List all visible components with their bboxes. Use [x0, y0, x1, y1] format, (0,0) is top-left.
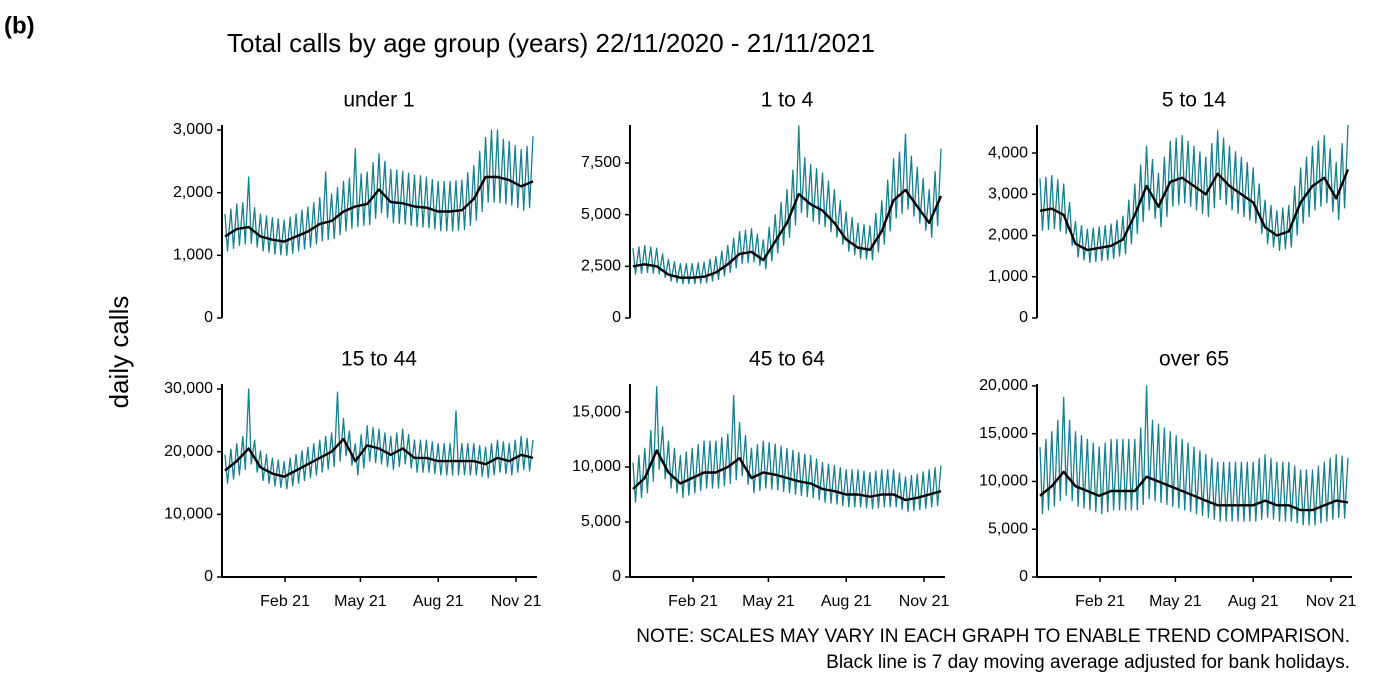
daily-line	[224, 129, 534, 256]
panel-title: 5 to 14	[1162, 89, 1227, 112]
y-tick-label: 0	[204, 309, 213, 326]
y-tick-label: 30,000	[164, 380, 213, 397]
panel-title: 15 to 44	[341, 348, 417, 371]
x-tick-label: May 21	[334, 593, 387, 610]
chart-title: Total calls by age group (years) 22/11/2…	[227, 28, 875, 58]
panel-title: over 65	[1159, 348, 1229, 371]
y-tick-label: 10,000	[572, 458, 621, 475]
x-tick-label: Aug 21	[413, 593, 464, 610]
y-tick-label: 10,000	[164, 506, 213, 523]
daily-line	[632, 386, 942, 513]
y-tick-label: 0	[1019, 568, 1028, 585]
y-tick-label: 20,000	[979, 377, 1028, 394]
y-tick-label: 4,000	[988, 144, 1028, 161]
y-tick-label: 3,000	[173, 121, 213, 138]
y-tick-label: 1,000	[173, 247, 213, 264]
note: Black line is 7 day moving average adjus…	[826, 652, 1350, 673]
y-tick-label: 0	[612, 309, 621, 326]
daily-line	[1039, 124, 1349, 263]
moving-average-line	[224, 175, 534, 243]
x-tick-label: Nov 21	[1306, 593, 1357, 610]
y-tick-label: 7,500	[581, 154, 621, 171]
note: NOTE: SCALES MAY VARY IN EACH GRAPH TO E…	[636, 626, 1350, 647]
x-tick-label: Nov 21	[899, 593, 950, 610]
moving-average-line	[632, 449, 942, 502]
panel-title: under 1	[343, 89, 414, 112]
y-tick-label: 5,000	[988, 520, 1028, 537]
x-tick-label: May 21	[1149, 593, 1202, 610]
x-tick-label: Nov 21	[491, 593, 542, 610]
moving-average-line	[632, 188, 943, 279]
y-tick-label: 15,000	[979, 425, 1028, 442]
daily-line	[224, 388, 534, 490]
y-tick-label: 2,000	[173, 184, 213, 201]
y-tick-label: 5,000	[581, 206, 621, 223]
daily-line	[1039, 385, 1349, 526]
daily-line	[632, 125, 942, 285]
y-tick-label: 1,000	[988, 268, 1028, 285]
panel-title: 45 to 64	[749, 348, 825, 371]
panel-label: (b)	[4, 12, 35, 39]
x-tick-label: Feb 21	[1075, 593, 1125, 610]
y-tick-label: 0	[612, 568, 621, 585]
y-tick-label: 0	[1019, 309, 1028, 326]
moving-average-line	[1039, 169, 1350, 252]
y-tick-label: 10,000	[979, 473, 1028, 490]
y-tick-label: 3,000	[988, 186, 1028, 203]
moving-average-line	[224, 437, 534, 478]
x-tick-label: Feb 21	[260, 593, 310, 610]
y-tick-label: 15,000	[572, 403, 621, 420]
y-tick-label: 5,000	[581, 513, 621, 530]
x-tick-label: Aug 21	[821, 593, 872, 610]
panel-title: 1 to 4	[761, 89, 814, 112]
x-tick-label: May 21	[742, 593, 795, 610]
moving-average-line	[1039, 470, 1349, 512]
y-tick-label: 0	[204, 568, 213, 585]
x-tick-label: Feb 21	[668, 593, 718, 610]
y-tick-label: 2,000	[988, 227, 1028, 244]
y-tick-label: 20,000	[164, 443, 213, 460]
x-tick-label: Aug 21	[1228, 593, 1279, 610]
y-tick-label: 2,500	[581, 258, 621, 275]
y-axis-title: daily calls	[104, 296, 134, 409]
